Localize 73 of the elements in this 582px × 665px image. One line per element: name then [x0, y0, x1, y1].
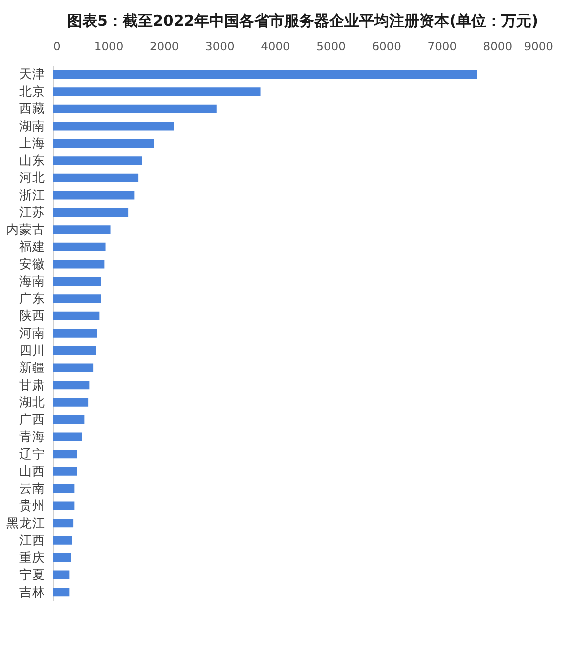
y-tick-label: 湖南	[20, 118, 46, 134]
y-tick-label: 辽宁	[20, 446, 46, 462]
bar	[53, 88, 261, 96]
y-tick-label: 广西	[20, 412, 46, 427]
bar	[53, 242, 106, 252]
x-tick-label: 8000	[483, 40, 513, 54]
x-tick-label: 0	[54, 40, 61, 54]
y-tick-label: 贵州	[20, 498, 46, 514]
x-tick-label: 9000	[524, 40, 554, 54]
bar	[53, 502, 75, 510]
bar	[53, 139, 154, 148]
bar	[53, 432, 82, 442]
bar	[53, 364, 94, 372]
chart-title: 图表5：截至2022年中国各省市服务器企业平均注册资本(单位：万元)	[68, 12, 538, 30]
y-tick-label: 云南	[20, 480, 46, 496]
y-tick-label: 河南	[20, 326, 46, 340]
bar	[53, 156, 142, 166]
y-tick-label: 重庆	[20, 550, 46, 565]
y-tick-label: 黑龙江	[6, 515, 46, 530]
bar	[53, 536, 72, 545]
y-tick-label: 甘肃	[20, 377, 46, 392]
y-tick-label: 内蒙古	[6, 222, 46, 237]
bar	[53, 450, 78, 459]
y-tick-label: 吉林	[20, 584, 46, 600]
y-tick-label: 西藏	[20, 101, 46, 116]
bar	[53, 226, 111, 234]
y-tick-label: 海南	[20, 274, 46, 289]
y-tick-label: 北京	[20, 84, 46, 99]
bar	[53, 415, 85, 424]
x-tick-label: 3000	[206, 40, 235, 54]
y-tick-label: 新疆	[20, 360, 46, 376]
bar	[53, 104, 217, 114]
bar	[53, 312, 100, 321]
bar	[53, 519, 74, 528]
y-tick-label: 安徽	[20, 256, 46, 272]
y-tick-label: 天津	[20, 66, 46, 82]
y-tick-label: 四川	[20, 342, 46, 358]
x-tick-label: 6000	[372, 40, 402, 54]
x-tick-label: 7000	[428, 40, 458, 54]
bar	[53, 467, 78, 476]
bar	[53, 570, 70, 580]
y-tick-label: 陕西	[20, 308, 46, 324]
bar	[53, 484, 75, 494]
bar	[53, 380, 90, 390]
x-tick-label: 2000	[150, 40, 180, 54]
bar	[53, 208, 129, 218]
y-tick-label: 浙江	[20, 187, 46, 202]
bar	[53, 588, 70, 597]
x-tick-label: 5000	[316, 40, 346, 54]
bar	[53, 70, 478, 79]
bar	[53, 346, 96, 356]
y-tick-label: 江苏	[20, 204, 46, 220]
y-tick-label: 湖北	[20, 394, 46, 410]
bar	[53, 122, 174, 131]
y-tick-label: 上海	[20, 136, 46, 151]
y-tick-label: 山西	[20, 464, 46, 479]
y-tick-label: 福建	[20, 239, 46, 254]
bar	[53, 554, 72, 562]
y-tick-label: 青海	[20, 429, 46, 444]
y-tick-label: 广东	[20, 290, 46, 306]
bar	[53, 294, 102, 304]
y-tick-label: 山东	[20, 152, 46, 168]
y-tick-label: 宁夏	[20, 567, 46, 582]
bar	[53, 329, 98, 338]
x-tick-label: 1000	[94, 40, 124, 54]
y-tick-label: 河北	[20, 170, 46, 186]
bar	[53, 191, 135, 200]
y-tick-label: 江西	[20, 532, 46, 548]
x-tick-label: 4000	[261, 40, 290, 54]
bar	[53, 277, 102, 286]
bar	[53, 398, 89, 407]
bar	[53, 174, 139, 182]
bar	[53, 260, 105, 269]
